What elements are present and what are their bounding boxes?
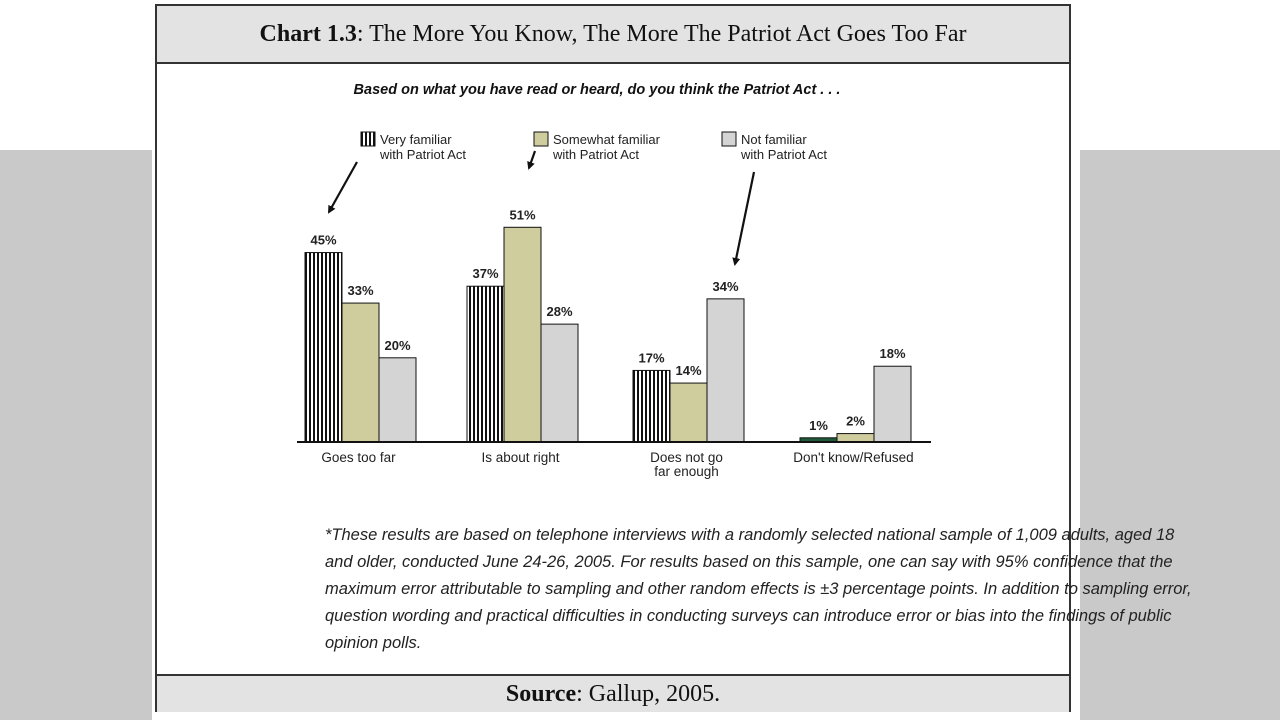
category-label: Goes too far [321, 450, 396, 465]
arrow-somewhat-familiar [527, 150, 537, 170]
data-label: 28% [546, 304, 572, 319]
bar [341, 302, 380, 443]
bar [706, 298, 745, 443]
chart-title: Based on what you have read or heard, do… [354, 82, 841, 98]
bar [466, 285, 505, 443]
arrow-not-familiar [732, 171, 756, 266]
data-label: 37% [472, 266, 498, 281]
legend-label: with Patriot Act [740, 147, 827, 162]
bar [669, 382, 708, 443]
legend-swatch [533, 131, 549, 147]
legend-label: Somewhat familiar [553, 132, 661, 147]
data-label: 17% [638, 350, 664, 365]
legend-label: with Patriot Act [552, 147, 639, 162]
bar [873, 365, 912, 443]
bar-chart: Based on what you have read or heard, do… [297, 82, 931, 479]
data-label: 1% [809, 418, 828, 433]
bar [836, 433, 875, 443]
data-label: 14% [675, 363, 701, 378]
category-label: Don't know/Refused [793, 450, 913, 465]
source-label: Source [505, 680, 577, 707]
bar [503, 226, 542, 443]
data-label: 45% [310, 233, 336, 248]
slide-title-label: Chart 1.3 [259, 20, 357, 47]
legend-label: Not familiar [741, 132, 807, 147]
footnote: *These results are based on telephone in… [325, 526, 1192, 652]
slide-frame: Chart 1.3: The More You Know, The More T… [155, 4, 1192, 712]
source-line: Source: Gallup, 2005. [157, 674, 1069, 712]
data-label: 20% [384, 338, 410, 353]
data-label: 33% [347, 283, 373, 298]
source-text: : Gallup, 2005. [576, 680, 721, 707]
bar [378, 357, 417, 443]
slide-title-text: : The More You Know, The More The Patrio… [356, 20, 967, 47]
bar [632, 369, 671, 443]
background-band-right [1080, 150, 1280, 720]
data-label: 18% [879, 346, 905, 361]
legend-label: Very familiar [380, 132, 452, 147]
bar [304, 252, 343, 443]
category-label: Is about right [481, 450, 559, 465]
legend-swatch [360, 131, 376, 147]
data-label: 2% [846, 414, 865, 429]
bar [540, 323, 579, 443]
legend-label: with Patriot Act [379, 147, 466, 162]
background-band-left [0, 150, 152, 720]
data-label: 51% [509, 207, 535, 222]
arrow-very-familiar [328, 161, 358, 214]
category-label: Does not go [650, 450, 723, 465]
legend-swatch [721, 131, 737, 147]
slide-title: Chart 1.3: The More You Know, The More T… [157, 6, 1069, 64]
data-label: 34% [712, 279, 738, 294]
category-label: far enough [654, 464, 719, 479]
